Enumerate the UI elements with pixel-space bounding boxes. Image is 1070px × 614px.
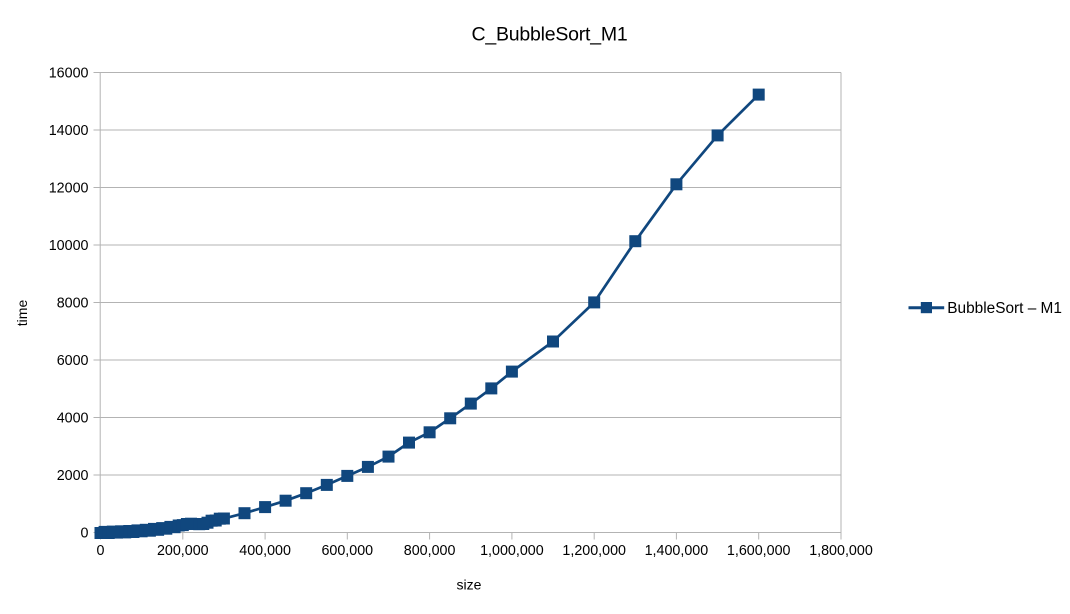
svg-text:6000: 6000 (57, 353, 89, 369)
svg-text:1,400,000: 1,400,000 (645, 543, 709, 559)
svg-text:1,000,000: 1,000,000 (480, 543, 544, 559)
svg-text:0: 0 (81, 526, 89, 542)
svg-text:C_BubbleSort_M1: C_BubbleSort_M1 (471, 24, 627, 46)
svg-text:0: 0 (97, 543, 105, 559)
svg-text:size: size (457, 577, 482, 593)
svg-text:800,000: 800,000 (404, 543, 456, 559)
svg-text:8000: 8000 (57, 296, 89, 312)
svg-text:1,200,000: 1,200,000 (562, 543, 626, 559)
svg-text:10000: 10000 (49, 238, 89, 254)
svg-text:600,000: 600,000 (321, 543, 373, 559)
svg-text:1,600,000: 1,600,000 (727, 543, 791, 559)
svg-text:time: time (14, 300, 30, 327)
svg-text:BubbleSort – M1: BubbleSort – M1 (947, 300, 1062, 317)
svg-text:1,800,000: 1,800,000 (809, 543, 873, 559)
svg-text:2000: 2000 (57, 468, 89, 484)
svg-text:200,000: 200,000 (157, 543, 209, 559)
svg-text:400,000: 400,000 (239, 543, 291, 559)
svg-text:4000: 4000 (57, 411, 89, 427)
svg-text:12000: 12000 (49, 181, 89, 197)
svg-text:14000: 14000 (49, 123, 89, 139)
svg-text:16000: 16000 (49, 66, 89, 82)
